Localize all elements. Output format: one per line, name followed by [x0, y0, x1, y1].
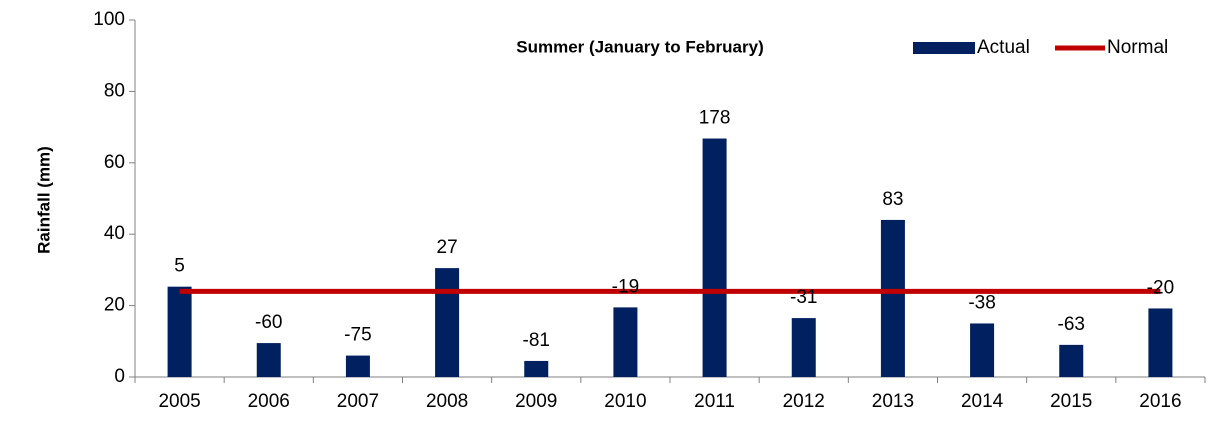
- data-label: -60: [255, 312, 282, 333]
- x-tick-label: 2007: [337, 391, 379, 412]
- y-tick-label: 60: [104, 152, 125, 173]
- data-label: -31: [790, 287, 817, 308]
- x-tick-label: 2011: [694, 391, 735, 412]
- bar: [880, 219, 905, 377]
- data-label: -20: [1147, 277, 1174, 298]
- legend-label: Actual: [977, 37, 1030, 58]
- bar: [702, 138, 727, 377]
- data-label: -19: [612, 276, 639, 297]
- bar: [1148, 308, 1173, 377]
- bar: [345, 355, 370, 377]
- x-tick-label: 2012: [783, 391, 825, 412]
- data-label: 178: [699, 108, 731, 129]
- bar: [1059, 344, 1084, 377]
- y-tick-label: 80: [104, 80, 125, 101]
- x-tick-label: 2016: [1139, 391, 1181, 412]
- x-tick-label: 2008: [426, 391, 468, 412]
- x-tick-label: 2010: [604, 391, 646, 412]
- data-label: -63: [1058, 314, 1085, 335]
- x-tick-label: 2006: [248, 391, 290, 412]
- data-label: -38: [968, 292, 995, 313]
- data-label: -81: [523, 330, 550, 351]
- y-axis-label: Rainfall (mm): [34, 146, 53, 254]
- y-tick-label: 0: [114, 366, 125, 387]
- bar: [524, 360, 549, 377]
- y-tick-label: 40: [104, 223, 125, 244]
- bar: [435, 268, 460, 377]
- bar: [970, 323, 995, 377]
- bar: [256, 343, 281, 377]
- data-label: 5: [174, 256, 185, 277]
- data-label: 83: [882, 189, 903, 210]
- chart-title: Summer (January to February): [516, 37, 764, 56]
- legend-label: Normal: [1107, 37, 1168, 58]
- y-tick-label: 20: [104, 295, 125, 316]
- legend-swatch: [913, 42, 975, 54]
- bar: [167, 286, 192, 377]
- bar: [791, 318, 816, 377]
- x-tick-label: 2014: [961, 391, 1004, 412]
- data-label: -75: [344, 325, 371, 346]
- x-tick-label: 2005: [158, 391, 200, 412]
- x-tick-label: 2009: [515, 391, 557, 412]
- x-tick-label: 2015: [1050, 391, 1092, 412]
- x-tick-label: 2013: [872, 391, 914, 412]
- y-tick-label: 100: [93, 9, 125, 30]
- bar: [613, 307, 638, 377]
- data-label: 27: [437, 237, 458, 258]
